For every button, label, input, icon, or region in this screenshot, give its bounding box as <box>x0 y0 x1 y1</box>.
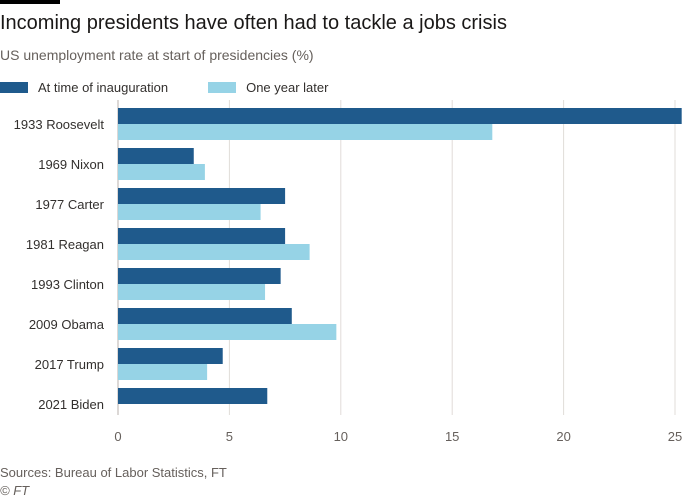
ft-top-bar <box>0 0 60 4</box>
category-label: 1933 Roosevelt <box>14 117 105 132</box>
bar-one-year-later <box>118 284 266 300</box>
category-label: 1993 Clinton <box>31 277 104 292</box>
bar-inauguration <box>118 188 286 204</box>
legend: At time of inauguration One year later <box>0 80 368 95</box>
bar-one-year-later <box>118 244 310 260</box>
bar-one-year-later <box>118 364 208 380</box>
legend-swatch-inauguration <box>0 82 28 93</box>
category-label: 1981 Reagan <box>26 237 104 252</box>
category-label: 1977 Carter <box>35 197 104 212</box>
bar-inauguration <box>118 268 281 284</box>
bar-inauguration <box>118 388 268 404</box>
bar-inauguration <box>118 308 292 324</box>
bar-one-year-later <box>118 204 261 220</box>
legend-label-one-year: One year later <box>246 80 329 95</box>
x-tick-label: 20 <box>556 429 570 444</box>
bar-inauguration <box>118 148 194 164</box>
copyright: © FT <box>0 483 30 498</box>
bar-inauguration <box>118 108 682 124</box>
category-label: 2009 Obama <box>29 317 105 332</box>
x-tick-label: 25 <box>668 429 682 444</box>
legend-swatch-one-year <box>208 82 237 93</box>
x-tick-label: 5 <box>226 429 233 444</box>
chart-title: Incoming presidents have often had to ta… <box>0 12 507 34</box>
bar-inauguration <box>118 348 223 364</box>
category-label: 2021 Biden <box>38 397 104 412</box>
bar-one-year-later <box>118 124 493 140</box>
x-tick-label: 10 <box>334 429 348 444</box>
bar-one-year-later <box>118 164 205 180</box>
source-note: Sources: Bureau of Labor Statistics, FT <box>0 465 227 480</box>
bar-inauguration <box>118 228 286 244</box>
x-tick-label: 0 <box>114 429 121 444</box>
x-tick-label: 15 <box>445 429 459 444</box>
category-label: 1969 Nixon <box>38 157 104 172</box>
chart-subtitle: US unemployment rate at start of preside… <box>0 47 314 63</box>
bar-one-year-later <box>118 324 337 340</box>
legend-label-inauguration: At time of inauguration <box>38 80 169 95</box>
category-label: 2017 Trump <box>35 357 104 372</box>
